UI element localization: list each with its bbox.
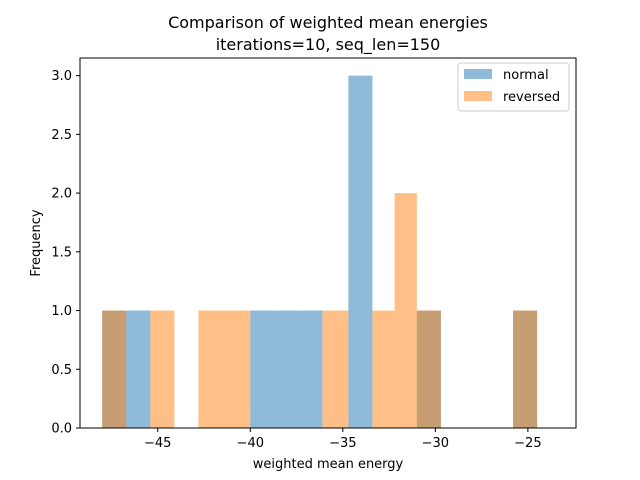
x-tick-label: −45	[144, 436, 171, 451]
y-axis-ticks: 0.0 0.5 1.0 1.5 2.0 2.5 3.0	[51, 69, 80, 437]
y-tick-label: 0.0	[51, 422, 72, 437]
y-tick-label: 1.0	[51, 304, 72, 319]
bar-normal-5	[348, 75, 373, 429]
legend-swatch-reversed	[464, 91, 492, 101]
bar-reversed-4	[322, 310, 349, 428]
bar-reversed-2	[198, 310, 223, 428]
y-axis-label: Frequency	[29, 209, 44, 276]
bar-reversed-0	[102, 310, 127, 428]
legend-label-normal: normal	[503, 68, 549, 83]
legend-label-reversed: reversed	[503, 90, 560, 105]
plot-frame	[79, 57, 577, 429]
bar-reversed-8	[513, 310, 538, 428]
x-tick-label: −30	[422, 436, 449, 451]
bar-normal-4	[298, 310, 323, 428]
chart-subtitle: iterations=10, seq_len=150	[216, 35, 441, 55]
y-tick-label: 3.0	[51, 69, 72, 84]
bars-layer	[102, 75, 538, 429]
y-tick-label: 2.5	[51, 128, 72, 143]
legend-swatch-normal	[464, 69, 492, 79]
x-tick-label: −35	[329, 436, 356, 451]
y-tick-label: 0.5	[51, 363, 72, 378]
legend: normal reversed	[457, 62, 570, 112]
x-tick-label: −25	[514, 436, 541, 451]
bar-reversed-1	[150, 310, 175, 428]
y-tick-label: 1.5	[51, 245, 72, 260]
bar-reversed-3	[222, 310, 251, 428]
x-tick-label: −40	[237, 436, 264, 451]
bar-reversed-7	[416, 310, 441, 428]
chart-title: Comparison of weighted mean energies	[168, 13, 488, 32]
bar-normal-1	[126, 310, 151, 428]
bar-normal-3	[274, 310, 299, 428]
y-tick-label: 2.0	[51, 187, 72, 202]
x-axis-ticks: −45 −40 −35 −30 −25	[144, 428, 542, 451]
bar-normal-2	[250, 310, 275, 428]
bar-reversed-5	[372, 310, 395, 428]
x-axis-label: weighted mean energy	[253, 457, 404, 472]
bar-reversed-6	[394, 193, 417, 428]
